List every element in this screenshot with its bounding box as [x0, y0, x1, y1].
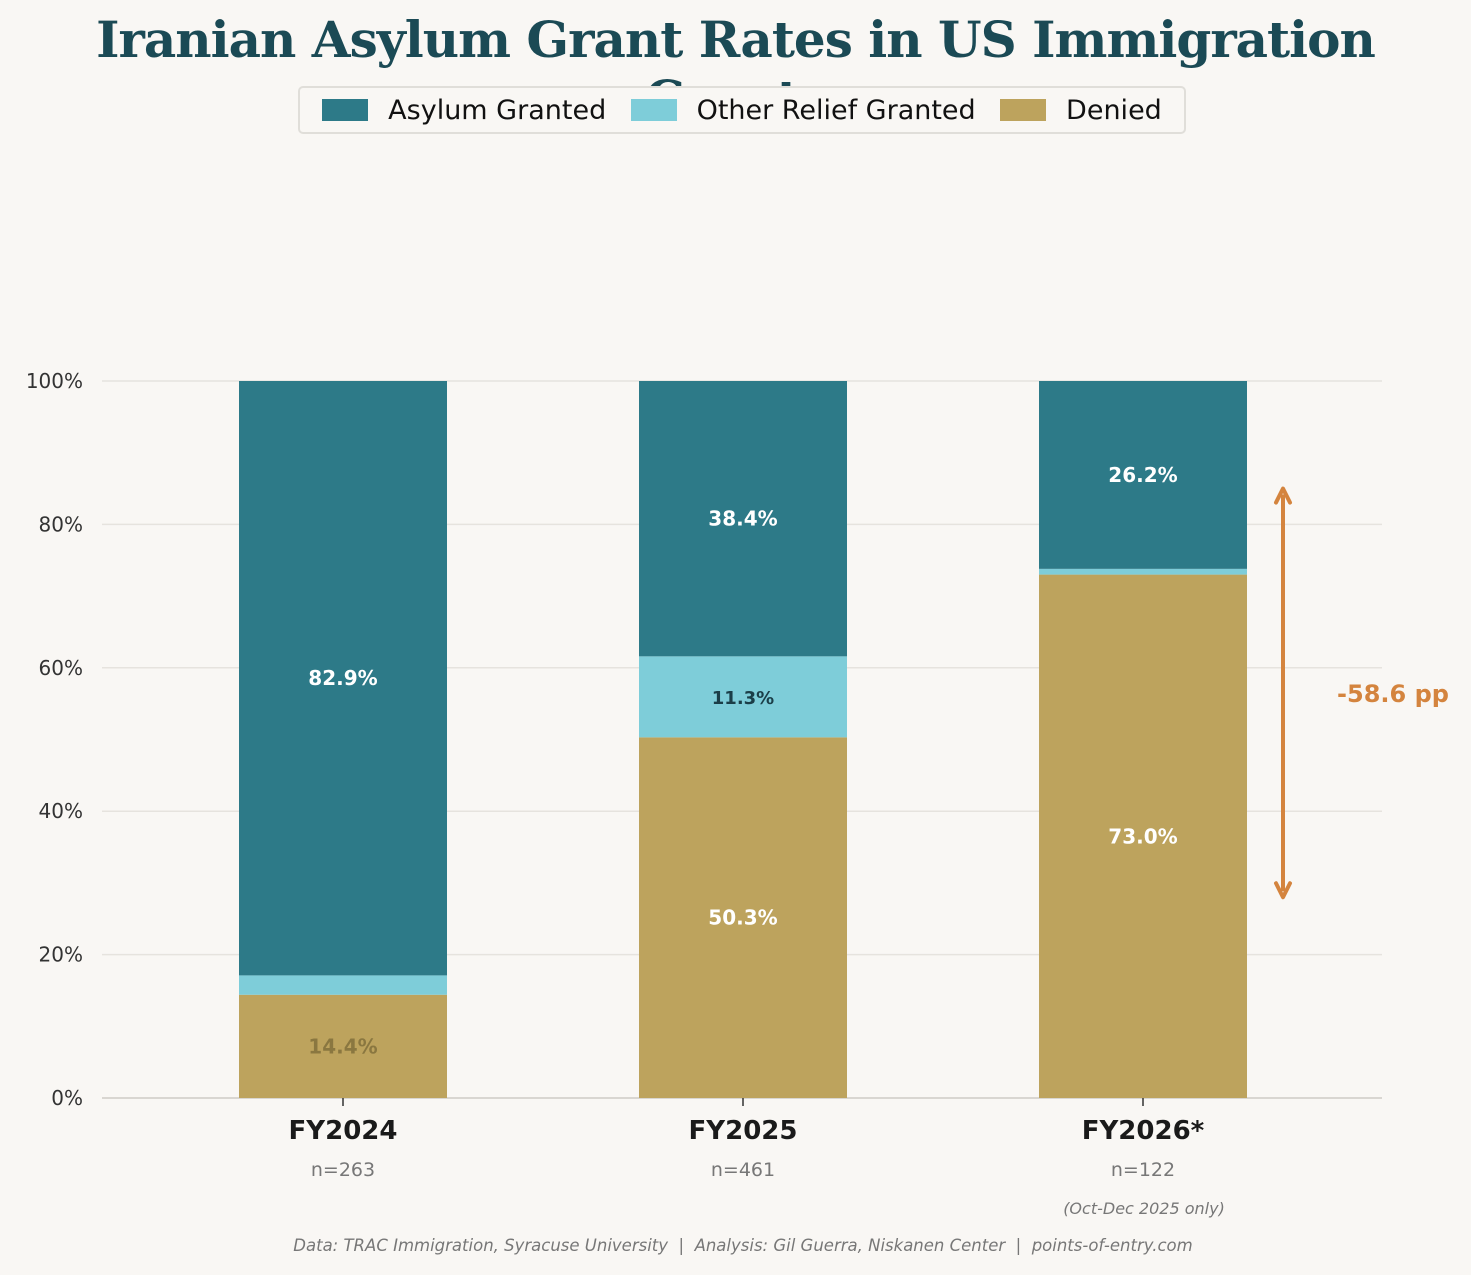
- bar-asylum-granted-1: [639, 381, 847, 657]
- bar-denied-2: [1039, 574, 1247, 1098]
- legend-label-denied: Denied: [1066, 94, 1162, 126]
- y-tick-label-20: 20%: [39, 943, 83, 967]
- bar-other-relief-granted-1: [639, 656, 847, 738]
- legend-item-asylum-granted: Asylum Granted: [322, 95, 606, 126]
- bar-asylum-granted-2: [1039, 381, 1247, 569]
- data-label-denied-1: 50.3%: [708, 906, 777, 930]
- data-label-asylum-granted-0: 82.9%: [308, 666, 377, 690]
- legend-item-denied: Denied: [1000, 95, 1162, 126]
- legend-swatch-denied: [1000, 99, 1047, 121]
- bar-denied-1: [639, 737, 847, 1098]
- x-tick-label-0: FY2024: [289, 1116, 398, 1146]
- legend: Asylum Granted Other Relief Granted Deni…: [298, 86, 1186, 134]
- bar-asylum-granted-0: [239, 381, 447, 976]
- sample-size-label-0: n=263: [311, 1159, 375, 1181]
- bar-other-relief-granted-0: [239, 975, 447, 995]
- legend-swatch-asylum-granted: [322, 99, 369, 121]
- sample-size-label-1: n=461: [711, 1159, 775, 1181]
- annotation-arrow-head-top: [1274, 486, 1292, 505]
- data-label-other-relief-granted-1: 11.3%: [712, 688, 774, 709]
- bar-denied-0: [239, 994, 447, 1098]
- y-tick-label-40: 40%: [39, 799, 83, 823]
- annotation-label: -58.6 pp: [1337, 680, 1449, 708]
- annotation-arrow-head-bottom: [1274, 881, 1292, 900]
- footer-source: Data: TRAC Immigration, Syracuse Univers…: [293, 1236, 1192, 1255]
- y-tick-label-100: 100%: [26, 369, 83, 393]
- data-label-denied-0: 14.4%: [308, 1034, 377, 1058]
- y-tick-label-60: 60%: [39, 656, 83, 680]
- legend-swatch-other-relief-granted: [630, 99, 677, 121]
- x-tick-label-1: FY2025: [689, 1116, 798, 1146]
- data-label-asylum-granted-1: 38.4%: [708, 507, 777, 531]
- category-note-2: (Oct-Dec 2025 only): [1063, 1199, 1225, 1218]
- bar-other-relief-granted-2: [1039, 568, 1247, 575]
- legend-label-other-relief-granted: Other Relief Granted: [696, 94, 976, 126]
- legend-label-asylum-granted: Asylum Granted: [388, 94, 607, 126]
- y-tick-label-0: 0%: [51, 1086, 83, 1110]
- y-tick-label-80: 80%: [39, 512, 83, 536]
- data-label-asylum-granted-2: 26.2%: [1108, 463, 1177, 487]
- x-tick-label-2: FY2026*: [1082, 1116, 1205, 1146]
- legend-item-other-relief-granted: Other Relief Granted: [630, 94, 976, 126]
- data-label-denied-2: 73.0%: [1108, 824, 1177, 848]
- sample-size-label-2: n=122: [1111, 1159, 1175, 1181]
